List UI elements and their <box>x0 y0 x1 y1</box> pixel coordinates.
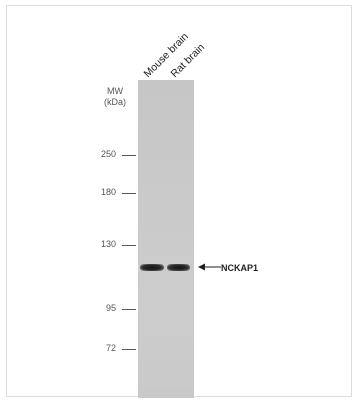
mw-marker-72: 72 <box>80 343 140 354</box>
mw-marker-180: 180 <box>80 187 140 198</box>
band-rat-brain <box>167 264 190 271</box>
mw-marker-tick <box>122 349 136 350</box>
mw-marker-250: 250 <box>80 149 140 160</box>
mw-title-line1: MW <box>107 86 123 96</box>
mw-marker-tick <box>122 245 136 246</box>
mw-marker-tick <box>122 155 136 156</box>
mw-marker-label: 250 <box>100 149 116 159</box>
target-arrow-icon <box>198 263 221 271</box>
blot-membrane <box>138 80 194 398</box>
mw-marker-label: 72 <box>105 343 116 353</box>
mw-title-line2: (kDa) <box>104 97 126 107</box>
target-protein-label: NCKAP1 <box>221 263 259 273</box>
mw-marker-130: 130 <box>80 239 140 250</box>
mw-axis-title: MW (kDa) <box>93 86 137 108</box>
mw-marker-label: 130 <box>100 239 116 249</box>
mw-marker-label: 180 <box>100 187 116 197</box>
band-mouse-brain <box>140 264 164 271</box>
mw-marker-tick <box>122 193 136 194</box>
mw-marker-tick <box>122 309 136 310</box>
mw-marker-95: 95 <box>80 303 140 314</box>
mw-marker-label: 95 <box>105 303 116 313</box>
